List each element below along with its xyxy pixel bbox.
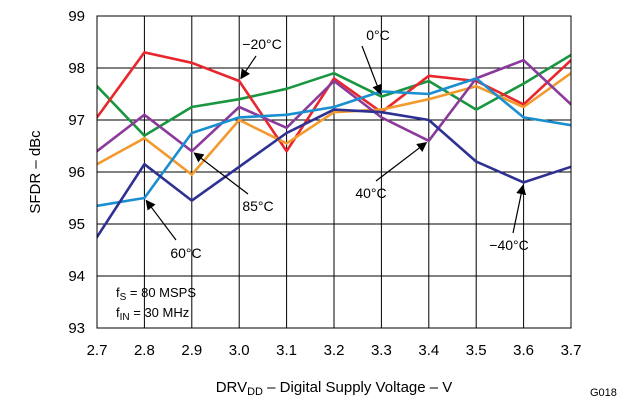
x-axis-label-main: DRV — [216, 379, 247, 396]
x-axis-label-sub: DD — [247, 386, 263, 398]
series-annotation-label: 85°C — [242, 198, 273, 214]
series-annotation-label: −40°C — [489, 237, 528, 253]
x-axis-label-rest: – Digital Supply Voltage – V — [263, 379, 452, 396]
y-axis-label: SFDR – dBc — [27, 130, 44, 214]
condition-input-frequency: fIN = 30 MHz — [116, 305, 189, 323]
y-tick-label: 97 — [68, 112, 85, 129]
annotation-arrow — [512, 184, 527, 234]
figure-id: G018 — [590, 387, 617, 399]
annotation-arrow — [240, 55, 257, 80]
annotation-arrow — [375, 141, 428, 182]
y-tick-label: 98 — [68, 60, 85, 77]
series-lines — [97, 51, 571, 239]
x-tick-label: 3.7 — [561, 342, 582, 359]
y-tick-label: 96 — [68, 164, 85, 181]
series-line — [97, 71, 571, 176]
annotation-arrow — [193, 152, 249, 195]
annotation-arrow — [361, 45, 382, 95]
x-tick-label: 3.2 — [324, 342, 345, 359]
x-tick-label: 3.0 — [229, 342, 250, 359]
series-annotations: −20°C 0°C 85°C 40°C 60°C −40°C — [145, 27, 529, 261]
series-annotation-label: 0°C — [366, 27, 390, 43]
condition-sample-rate: fS = 80 MSPS — [116, 285, 196, 303]
x-tick-label: 3.1 — [276, 342, 297, 359]
x-tick-label: 3.5 — [466, 342, 487, 359]
x-tick-label: 3.4 — [418, 342, 439, 359]
y-tick-label: 93 — [68, 320, 85, 337]
x-tick-label: 2.7 — [87, 342, 108, 359]
series-annotation-label: 60°C — [170, 245, 201, 261]
series-annotation-label: 40°C — [355, 185, 386, 201]
plot-frame — [96, 15, 572, 329]
series-line — [97, 53, 571, 137]
y-tick-label: 94 — [68, 268, 85, 285]
x-tick-label: 3.6 — [513, 342, 534, 359]
y-tick-label: 99 — [68, 8, 85, 25]
x-tick-labels: 2.7 2.8 2.9 3.0 3.1 3.2 3.3 3.4 3.5 3.6 3.7 — [87, 342, 582, 359]
x-axis-label: DRVDD – Digital Supply Voltage – V — [216, 379, 453, 398]
series-line — [97, 77, 571, 208]
y-tick-label: 95 — [68, 216, 85, 233]
series-annotation-label: −20°C — [242, 36, 281, 52]
series-line — [97, 51, 571, 153]
x-tick-label: 2.8 — [134, 342, 155, 359]
series-line — [97, 108, 571, 239]
series-line — [97, 58, 571, 153]
y-tick-labels: 93 94 95 96 97 98 99 — [68, 8, 85, 337]
x-tick-label: 3.3 — [371, 342, 392, 359]
annotation-arrow — [145, 199, 177, 241]
test-conditions: fS = 80 MSPS fIN = 30 MHz — [116, 285, 196, 323]
x-tick-label: 2.9 — [181, 342, 202, 359]
